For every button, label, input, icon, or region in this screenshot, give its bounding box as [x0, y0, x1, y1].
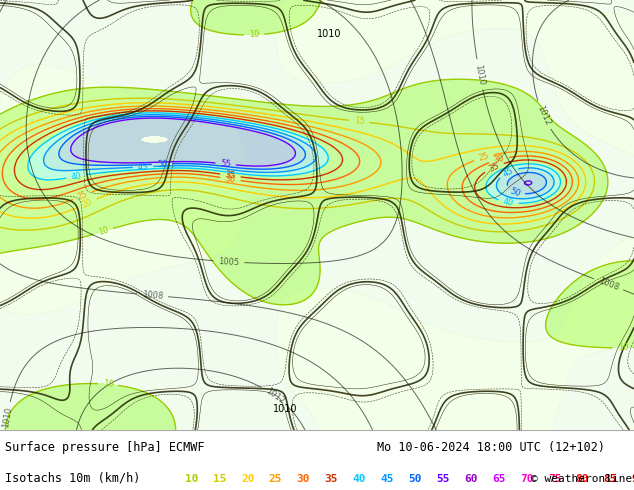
- Text: 10: 10: [185, 474, 198, 484]
- Text: 70: 70: [520, 474, 533, 484]
- Text: Isotachs 10m (km/h): Isotachs 10m (km/h): [5, 471, 141, 484]
- Text: 35: 35: [325, 474, 338, 484]
- Text: 25: 25: [76, 190, 89, 202]
- Text: 1008: 1008: [141, 290, 164, 301]
- Text: 1012: 1012: [535, 104, 552, 127]
- Text: 55: 55: [220, 159, 231, 169]
- Text: 50: 50: [408, 474, 422, 484]
- Text: 10: 10: [97, 225, 110, 237]
- Text: 50: 50: [157, 159, 167, 169]
- Text: 25: 25: [269, 474, 282, 484]
- Text: 10: 10: [618, 343, 628, 352]
- Text: 15: 15: [353, 116, 365, 126]
- Text: 1005: 1005: [218, 257, 240, 267]
- Text: 40: 40: [503, 197, 514, 208]
- Text: 10: 10: [249, 30, 260, 40]
- Text: 15: 15: [213, 474, 226, 484]
- Text: 45: 45: [138, 162, 148, 171]
- Text: Surface pressure [hPa] ECMWF: Surface pressure [hPa] ECMWF: [5, 441, 205, 454]
- Text: 80: 80: [576, 474, 589, 484]
- Text: 60: 60: [464, 474, 477, 484]
- Text: 75: 75: [548, 474, 561, 484]
- Text: 65: 65: [492, 474, 505, 484]
- Text: 1012: 1012: [264, 386, 286, 406]
- Text: 40: 40: [70, 171, 82, 182]
- Text: 35: 35: [224, 171, 236, 181]
- Text: 1008: 1008: [597, 276, 620, 293]
- Text: © weatheronline.co.uk: © weatheronline.co.uk: [531, 474, 634, 484]
- Text: 30: 30: [493, 154, 505, 166]
- Text: 35: 35: [488, 161, 501, 173]
- Text: 1010: 1010: [273, 404, 297, 414]
- Text: 85: 85: [604, 474, 617, 484]
- Text: 20: 20: [241, 474, 254, 484]
- Text: 25: 25: [477, 151, 490, 163]
- Text: 1010: 1010: [473, 63, 486, 86]
- Text: 40: 40: [353, 474, 366, 484]
- Text: 55: 55: [436, 474, 450, 484]
- Text: 1010: 1010: [318, 29, 342, 39]
- Text: 45: 45: [380, 474, 394, 484]
- Text: 50: 50: [508, 186, 521, 198]
- Text: 1010: 1010: [1, 406, 13, 428]
- Text: 30: 30: [224, 174, 236, 184]
- Text: Mo 10-06-2024 18:00 UTC (12+102): Mo 10-06-2024 18:00 UTC (12+102): [377, 441, 605, 454]
- Text: 45: 45: [501, 166, 515, 178]
- Text: 20: 20: [81, 197, 94, 209]
- Text: 30: 30: [297, 474, 310, 484]
- Text: 90: 90: [631, 474, 634, 484]
- Text: 10: 10: [103, 379, 113, 389]
